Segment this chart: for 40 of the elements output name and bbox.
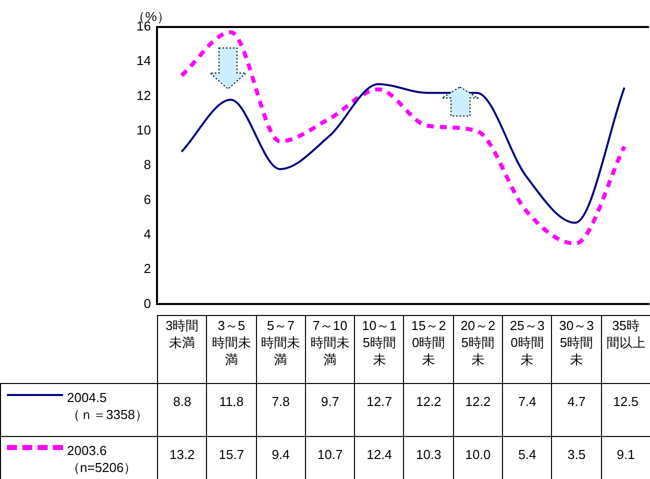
x-tick-label: 7～10時間未満 [310, 318, 350, 369]
y-tick-label: 12 [136, 88, 151, 103]
data-label: 10.3 [404, 436, 454, 479]
y-tick-label: 2 [144, 261, 151, 276]
x-tick-label: 25～30時間未 [508, 318, 546, 369]
data-label: 9.7 [305, 384, 355, 436]
data-label: 12.2 [453, 384, 503, 436]
y-tick-label: 6 [144, 192, 151, 207]
legend-label: 2003.6 （n=5206） [67, 442, 137, 477]
y-tick-label: 0 [144, 296, 151, 311]
data-label: 10.7 [305, 436, 355, 479]
x-tick-label: 30～35時間未 [558, 318, 595, 369]
data-label: 12.4 [354, 436, 404, 479]
data-label: 10.0 [453, 436, 503, 479]
data-label: 3.5 [552, 436, 602, 479]
y-tick-label: 8 [144, 157, 151, 172]
data-label: 9.4 [256, 436, 306, 479]
data-label: 7.8 [256, 384, 306, 436]
data-label: 12.2 [404, 384, 454, 436]
data-label: 8.8 [158, 384, 207, 436]
data-label: 12.5 [601, 384, 650, 436]
data-label: 5.4 [502, 436, 552, 479]
x-tick-label: 3～5時間未満 [211, 318, 252, 369]
data-label: 12.7 [354, 384, 404, 436]
x-tick-label: 35時間以上 [606, 318, 646, 352]
x-tick-label: 5～7時間未満 [260, 318, 301, 369]
data-label: 15.7 [206, 436, 256, 479]
y-tick-label: 10 [136, 122, 151, 138]
data-label: 13.2 [158, 436, 207, 479]
data-label: 11.8 [206, 384, 256, 436]
legend-label: 2004.5 （ｎ＝3358） [67, 389, 148, 424]
y-tick-label: 14 [136, 53, 151, 68]
y-tick-label: 4 [144, 226, 151, 242]
data-label: 7.4 [502, 384, 552, 436]
data-label: 4.7 [552, 384, 602, 436]
x-tick-label: 10～15時間未 [360, 318, 398, 369]
x-tick-label: 3時間未満 [164, 318, 200, 352]
data-label: 9.1 [601, 436, 650, 479]
x-tick-label: 20～25時間未 [460, 318, 496, 369]
x-tick-label: 15～20時間未 [410, 318, 447, 369]
